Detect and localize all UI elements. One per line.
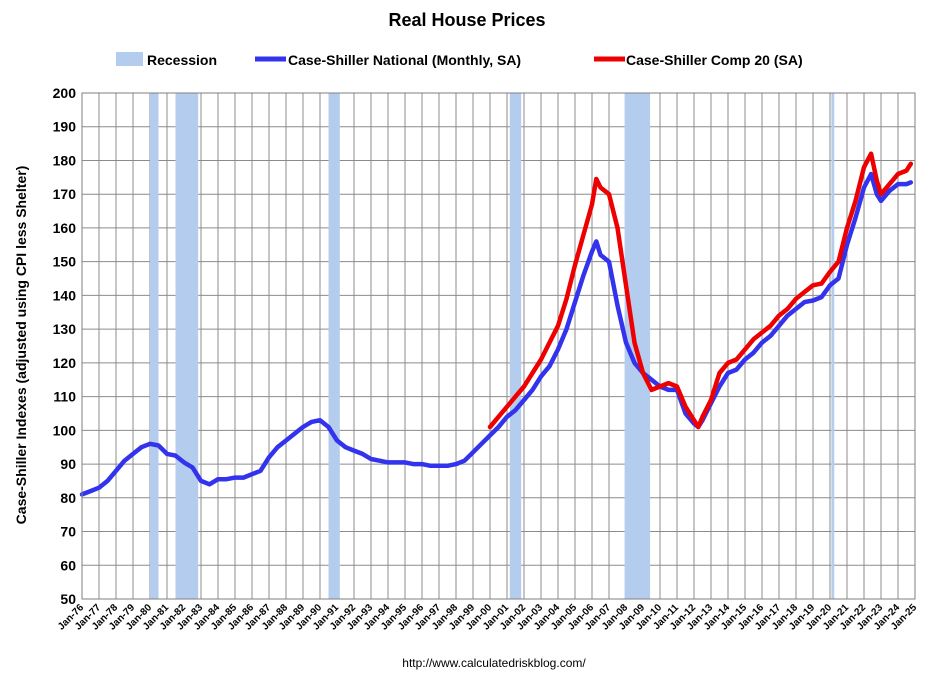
y-tick-label: 100 bbox=[53, 422, 77, 438]
y-tick-label: 110 bbox=[53, 389, 76, 405]
y-tick-label: 50 bbox=[60, 591, 76, 607]
source-url: http://www.calculatedriskblog.com/ bbox=[402, 656, 586, 670]
recession-band bbox=[150, 93, 159, 599]
y-tick-label: 180 bbox=[53, 152, 77, 168]
y-tick-label: 80 bbox=[60, 490, 76, 506]
national-series-line bbox=[79, 171, 914, 497]
chart-title: Real House Prices bbox=[388, 10, 545, 30]
y-tick-label: 70 bbox=[60, 524, 76, 540]
plot-border bbox=[81, 92, 916, 600]
y-axis-label: Case-Shiller Indexes (adjusted using CPI… bbox=[13, 166, 29, 525]
plot-area: 50 60 70 80 90 100 110 120 130 140 150 160 170 180 190… bbox=[53, 85, 920, 633]
legend: Recession Case-Shiller National (Monthly… bbox=[116, 52, 803, 68]
y-tick-label: 140 bbox=[53, 287, 77, 303]
y-tick-label: 190 bbox=[53, 119, 77, 135]
y-tick-label: 150 bbox=[53, 254, 77, 270]
y-tick-label: 160 bbox=[53, 220, 77, 236]
plot-background bbox=[82, 93, 915, 599]
comp20-series-line bbox=[487, 151, 914, 430]
legend-national-label: Case-Shiller National (Monthly, SA) bbox=[288, 52, 521, 68]
y-tick-label: 60 bbox=[60, 557, 76, 573]
recession-band bbox=[831, 93, 835, 599]
y-tick-label: 120 bbox=[53, 355, 77, 371]
y-tick-label: 90 bbox=[60, 456, 76, 472]
recession-band bbox=[328, 93, 340, 599]
legend-recession-label: Recession bbox=[147, 52, 217, 68]
y-tick-label: 170 bbox=[53, 186, 77, 202]
recession-band bbox=[175, 93, 199, 599]
legend-comp20-label: Case-Shiller Comp 20 (SA) bbox=[626, 52, 803, 68]
y-tick-label: 130 bbox=[53, 321, 77, 337]
legend-recession-swatch bbox=[116, 52, 143, 66]
recession-band bbox=[509, 93, 522, 599]
y-tick-label: 200 bbox=[53, 85, 77, 101]
